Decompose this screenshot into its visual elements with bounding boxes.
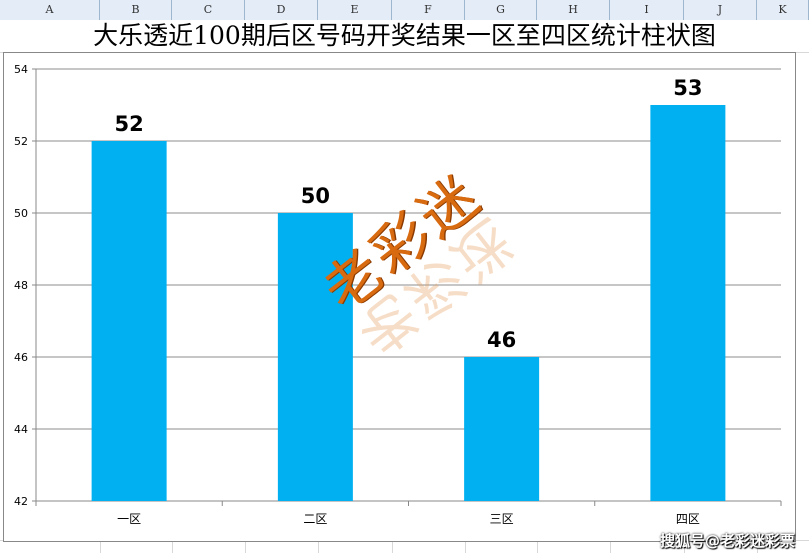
y-tick-label: 50 (14, 207, 28, 220)
data-label: 46 (487, 328, 516, 352)
bar-四区 (650, 105, 726, 501)
column-header-K[interactable]: K (757, 0, 809, 20)
column-header-A[interactable]: A (0, 0, 100, 20)
bar-chart: 42 44 46 48 50 52 54 52 一区 50 二区 46 三区 53 四区 (14, 63, 782, 526)
column-header-F[interactable]: F (392, 0, 465, 20)
column-header-C[interactable]: C (172, 0, 245, 20)
y-tick-label: 54 (14, 63, 28, 76)
column-header-D[interactable]: D (245, 0, 318, 20)
column-header-G[interactable]: G (465, 0, 537, 20)
x-tick-label: 四区 (676, 512, 700, 526)
y-tick-label: 42 (14, 495, 28, 508)
chart-title: 大乐透近100期后区号码开奖结果一区至四区统计柱状图 (0, 20, 809, 52)
data-label: 50 (301, 184, 330, 208)
source-watermark: 搜狐号@老彩迷彩票 (659, 532, 795, 550)
bar-二区 (277, 213, 353, 501)
column-header-J[interactable]: J (684, 0, 757, 20)
data-label: 53 (673, 76, 702, 100)
bar-一区 (91, 141, 167, 501)
x-tick-label: 三区 (490, 512, 514, 526)
column-header-H[interactable]: H (537, 0, 610, 20)
y-tick-label: 52 (14, 135, 28, 148)
y-tick-label: 48 (14, 279, 28, 292)
chart-area[interactable]: 42 44 46 48 50 52 54 52 一区 50 二区 46 三区 53 四区 老彩迷 老彩迷 (3, 52, 796, 542)
x-tick-label: 一区 (117, 512, 141, 526)
data-label: 52 (115, 112, 144, 136)
y-tick-label: 44 (14, 423, 28, 436)
x-tick-label: 二区 (303, 512, 327, 526)
column-header-B[interactable]: B (100, 0, 172, 20)
y-tick-label: 46 (14, 351, 28, 364)
bar-三区 (464, 357, 540, 501)
column-header-I[interactable]: I (610, 0, 684, 20)
column-header-E[interactable]: E (318, 0, 392, 20)
